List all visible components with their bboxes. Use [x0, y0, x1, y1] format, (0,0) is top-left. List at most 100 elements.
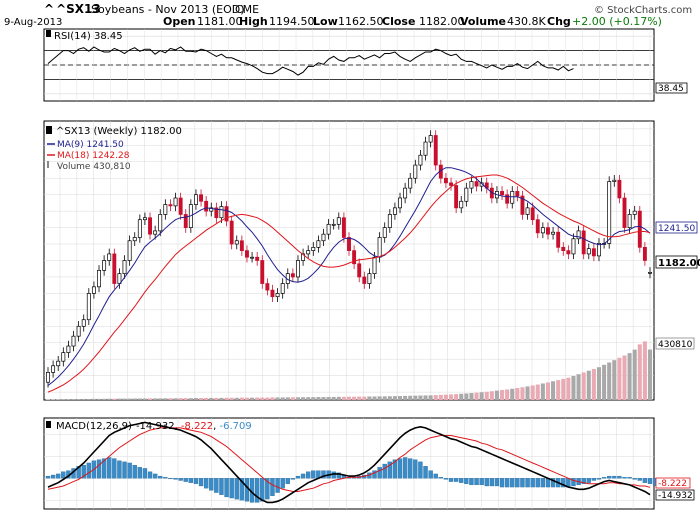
macd-histogram-bar	[413, 459, 418, 479]
macd-histogram-bar	[193, 478, 199, 484]
macd-histogram-bar	[188, 478, 194, 483]
macd-histogram-bar	[290, 478, 296, 480]
macd-histogram-bar	[163, 477, 168, 479]
ma18-legend: MA(18) 1242.28	[57, 151, 130, 161]
volume-bar	[234, 397, 239, 400]
candle-body	[163, 204, 168, 215]
exchange: CME	[235, 3, 259, 16]
macd-histogram-bar	[321, 470, 326, 479]
macd-histogram-bar	[377, 467, 382, 479]
macd-histogram-bar	[45, 475, 51, 479]
macd-histogram-bar	[239, 478, 245, 501]
volume-bar	[551, 381, 556, 400]
macd-histogram-bar	[295, 475, 301, 479]
candle-body	[418, 154, 423, 166]
candle-body	[148, 217, 152, 235]
macd-histogram-bar	[453, 478, 459, 482]
volume-bar	[295, 397, 301, 400]
macd-histogram-bar	[591, 478, 597, 481]
volume-bar	[132, 398, 137, 400]
candle-body	[535, 219, 540, 234]
volume-bar	[244, 397, 249, 400]
macd-histogram-bar	[158, 475, 163, 479]
volume-bar	[51, 399, 56, 400]
volume-bar	[107, 398, 112, 400]
volume-bar	[260, 397, 265, 400]
macd-histogram-bar	[203, 478, 209, 489]
candle-body	[301, 253, 306, 261]
macd-histogram-bar	[285, 478, 290, 484]
macd-histogram-bar	[428, 470, 433, 479]
symbol-title: ^ ^SX13	[44, 2, 101, 16]
volume-bar	[239, 397, 244, 400]
macd-histogram-bar	[535, 478, 540, 488]
macd-histogram-bar	[581, 478, 586, 484]
candle-body	[296, 260, 300, 278]
symbol: ^SX13	[56, 2, 101, 16]
volume-bar	[510, 388, 515, 400]
candle-body	[183, 214, 188, 228]
symbol-arrow: ^	[44, 2, 54, 16]
volume-bar	[306, 397, 311, 400]
volume-bar	[265, 397, 270, 400]
candle-body	[387, 214, 392, 228]
volume-bar	[438, 394, 443, 400]
candle-body	[214, 207, 219, 219]
rsi-last-tag-box	[655, 82, 688, 94]
price-legend: ^SX13 (Weekly) 1182.00 MA(9) 1241.50 MA(…	[46, 126, 182, 172]
macd-histogram-bar	[280, 478, 285, 489]
macd-histogram-bar	[209, 478, 214, 491]
candle-body	[520, 195, 525, 215]
volume-bar	[255, 397, 260, 400]
volume-bar	[474, 392, 479, 400]
candle-body	[367, 273, 372, 284]
macd-histogram-bar	[372, 470, 377, 479]
last-price-tag-box	[655, 255, 698, 269]
volume-bar	[71, 399, 76, 400]
candle-body	[260, 260, 265, 284]
volume-label: Volume	[460, 15, 506, 28]
quote-date: 9-Aug-2013	[4, 17, 62, 28]
macd-histogram-bar	[571, 478, 576, 487]
macd-histogram-bar	[275, 478, 280, 493]
macd-histogram-bar	[234, 478, 239, 500]
candle-body	[581, 230, 586, 255]
volume-bar	[469, 393, 474, 400]
volume-bar	[556, 380, 561, 400]
macd-histogram-bar	[612, 475, 617, 479]
change-value: +2.00 (+0.17%)	[572, 15, 662, 28]
macd-histogram-bar	[229, 478, 234, 499]
volume-bar	[382, 396, 387, 400]
candle-body	[153, 230, 158, 235]
candle-body	[591, 248, 596, 257]
volume-bar	[127, 398, 132, 400]
open-label: Open	[163, 15, 196, 28]
candle-body	[505, 194, 510, 204]
volume-bar	[341, 396, 346, 400]
candle-body	[530, 207, 535, 221]
low-label: Low	[313, 15, 338, 28]
macd-histogram-bar	[596, 478, 602, 480]
volume-bar	[209, 397, 214, 400]
volume-bar	[602, 364, 607, 400]
candle-body	[413, 164, 418, 179]
macd-histogram-bar	[56, 473, 61, 479]
candle-body	[525, 207, 530, 215]
volume-bar	[525, 386, 530, 400]
candle-body	[199, 194, 204, 202]
candle-body	[403, 187, 408, 199]
watermark: © StockCharts.com	[594, 5, 692, 16]
volume-bar	[362, 396, 367, 400]
macd-legend-sep2: ,	[213, 421, 219, 432]
candle-body	[500, 191, 505, 196]
volume-bar	[571, 375, 576, 400]
candle-body	[275, 293, 280, 298]
macd-histogram-bar	[402, 457, 408, 479]
rsi-last-tag: 38.45	[658, 84, 684, 94]
macd-histogram-bar	[474, 478, 479, 486]
candle-body	[142, 217, 147, 221]
candle-body	[178, 197, 183, 215]
volume-bar	[530, 385, 535, 400]
macd-histogram-bar	[484, 478, 489, 487]
candle-body	[392, 207, 397, 215]
